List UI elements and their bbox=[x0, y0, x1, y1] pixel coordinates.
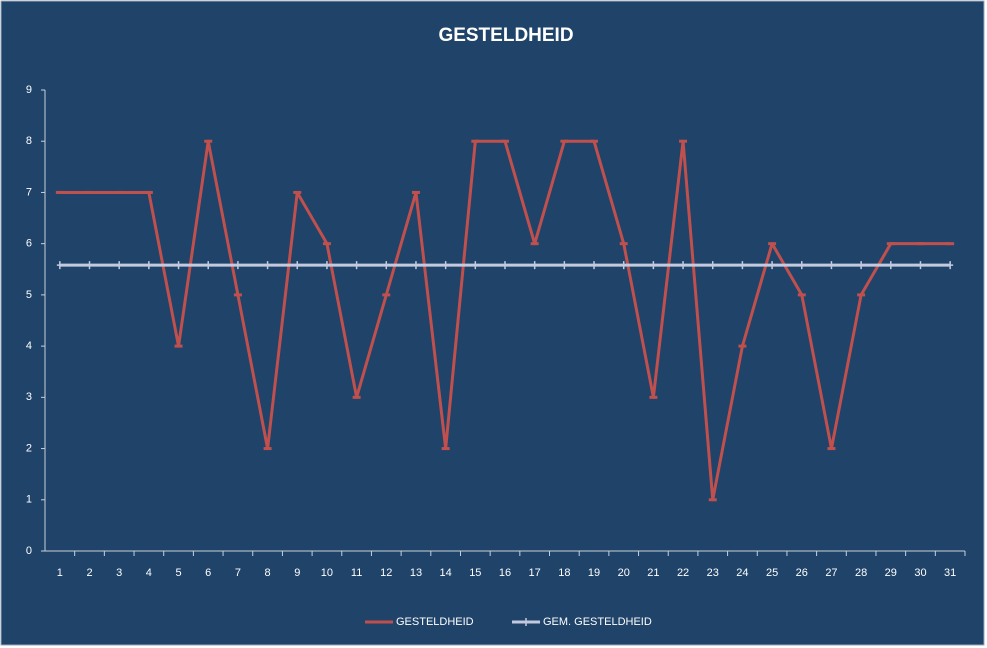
marker bbox=[383, 261, 390, 270]
x-tick-label: 14 bbox=[440, 567, 452, 579]
x-tick-label: 22 bbox=[677, 567, 689, 579]
x-tick-label: 7 bbox=[235, 567, 241, 579]
marker bbox=[531, 261, 538, 270]
marker bbox=[116, 261, 123, 270]
legend-label: GESTELDHEID bbox=[396, 616, 474, 628]
x-tick-label: 9 bbox=[294, 567, 300, 579]
marker bbox=[947, 261, 954, 270]
marker bbox=[412, 261, 419, 270]
marker bbox=[561, 261, 568, 270]
marker bbox=[798, 261, 805, 270]
y-tick-label: 6 bbox=[26, 238, 32, 250]
x-tick-label: 11 bbox=[351, 567, 362, 579]
x-tick-label: 16 bbox=[499, 567, 511, 579]
x-tick-label: 6 bbox=[205, 567, 211, 579]
marker bbox=[294, 261, 301, 270]
x-tick-label: 29 bbox=[885, 567, 897, 579]
x-tick-label: 20 bbox=[618, 567, 630, 579]
x-tick-label: 1 bbox=[57, 567, 63, 579]
marker bbox=[175, 261, 182, 270]
y-tick-label: 7 bbox=[26, 186, 32, 198]
marker bbox=[502, 261, 508, 270]
marker bbox=[650, 261, 657, 270]
marker bbox=[86, 261, 93, 270]
marker bbox=[917, 261, 924, 270]
marker bbox=[769, 261, 776, 270]
y-tick-label: 0 bbox=[26, 545, 32, 557]
y-tick-label: 2 bbox=[26, 442, 32, 454]
marker bbox=[591, 261, 598, 270]
x-tick-label: 3 bbox=[116, 567, 122, 579]
x-tick-label: 21 bbox=[647, 567, 659, 579]
marker bbox=[709, 261, 716, 270]
x-tick-label: 5 bbox=[175, 567, 181, 579]
y-tick-label: 5 bbox=[26, 289, 32, 301]
y-tick-label: 4 bbox=[26, 340, 32, 352]
x-tick-label: 13 bbox=[410, 567, 422, 579]
y-tick-label: 3 bbox=[26, 391, 32, 403]
y-tick-label: 1 bbox=[26, 494, 32, 506]
y-tick-label: 9 bbox=[26, 84, 32, 96]
x-tick-label: 17 bbox=[529, 567, 541, 579]
x-tick-label: 28 bbox=[855, 567, 867, 579]
x-tick-label: 8 bbox=[265, 567, 271, 579]
x-tick-label: 19 bbox=[588, 567, 600, 579]
marker bbox=[264, 261, 271, 270]
x-tick-label: 24 bbox=[736, 567, 748, 579]
x-tick-label: 31 bbox=[944, 567, 956, 579]
x-tick-label: 2 bbox=[86, 567, 92, 579]
x-tick-label: 25 bbox=[766, 567, 778, 579]
x-tick-label: 30 bbox=[914, 567, 926, 579]
marker bbox=[353, 261, 360, 270]
marker bbox=[680, 261, 687, 270]
marker bbox=[205, 261, 212, 270]
marker bbox=[620, 261, 627, 270]
x-tick-label: 4 bbox=[146, 567, 152, 579]
x-tick-label: 26 bbox=[796, 567, 808, 579]
legend-label: GEM. GESTELDHEID bbox=[543, 616, 652, 628]
x-tick-label: 18 bbox=[558, 567, 570, 579]
marker bbox=[828, 261, 835, 270]
x-tick-label: 15 bbox=[469, 567, 481, 579]
marker bbox=[472, 261, 479, 270]
marker bbox=[234, 261, 241, 270]
x-tick-label: 23 bbox=[707, 567, 719, 579]
marker bbox=[323, 261, 330, 270]
x-tick-label: 27 bbox=[825, 567, 837, 579]
x-tick-label: 10 bbox=[321, 567, 333, 579]
marker bbox=[739, 261, 746, 270]
marker bbox=[858, 261, 865, 270]
marker bbox=[56, 261, 63, 270]
y-tick-label: 8 bbox=[26, 135, 32, 147]
marker bbox=[887, 261, 894, 270]
marker bbox=[145, 261, 152, 270]
chart-title: GESTELDHEID bbox=[438, 25, 573, 46]
x-tick-label: 12 bbox=[380, 567, 392, 579]
marker bbox=[442, 261, 449, 270]
